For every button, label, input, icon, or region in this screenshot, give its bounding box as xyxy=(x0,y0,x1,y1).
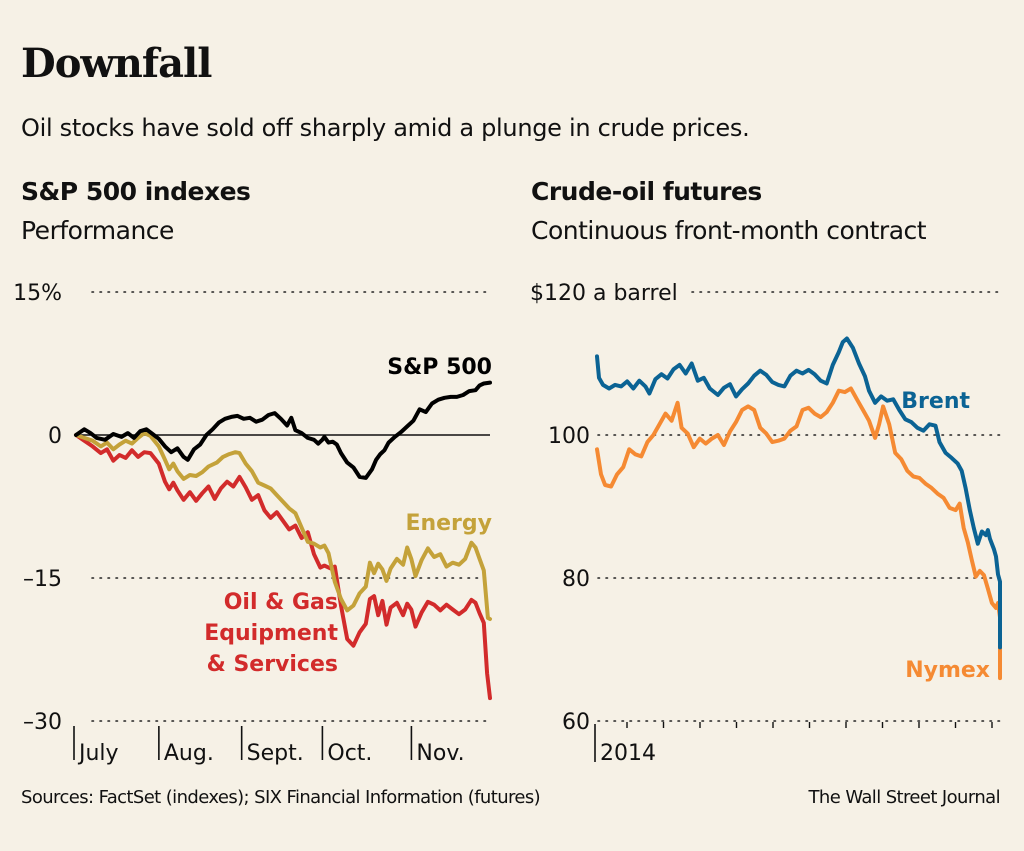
source-note: Sources: FactSet (indexes); SIX Financia… xyxy=(21,787,541,808)
series-line-s-p-500 xyxy=(74,380,492,480)
series-label: Equipment xyxy=(204,621,338,646)
series-label: & Services xyxy=(207,652,338,677)
y-tick-label: 15% xyxy=(13,281,62,306)
series-line-nymex xyxy=(595,386,1002,681)
chart-title: Downfall xyxy=(21,40,212,87)
series-label: Oil & Gas xyxy=(224,590,338,615)
y-tick-label: 60 xyxy=(562,710,590,735)
series-line-brent xyxy=(595,336,1002,650)
left-panel-subtitle: Performance xyxy=(21,216,174,245)
series-line-oil-gas-equipment-services xyxy=(74,433,492,701)
x-tick-label: Aug. xyxy=(164,741,214,766)
x-tick-label: July xyxy=(77,741,119,766)
chart-subtitle: Oil stocks have sold off sharply amid a … xyxy=(21,114,750,142)
series-label: Energy xyxy=(405,511,492,536)
y-tick-label: 80 xyxy=(562,567,590,592)
series-label: Nymex xyxy=(905,658,990,683)
y-tick-label: 100 xyxy=(548,424,590,449)
right-panel-subtitle: Continuous front-month contract xyxy=(531,216,927,245)
series-label: S&P 500 xyxy=(387,355,492,380)
series-line-energy xyxy=(74,431,492,621)
y-tick-label: –15 xyxy=(23,567,62,592)
right-panel-title: Crude-oil futures xyxy=(531,177,762,206)
x-tick-label: Oct. xyxy=(327,741,372,766)
credit-note: The Wall Street Journal xyxy=(808,787,1001,808)
x-tick-label: Nov. xyxy=(416,741,464,766)
right-chart-crude-oil: $120 a barrel 100 80 60 2014 Brent Nymex xyxy=(530,281,1002,766)
x-tick-label: 2014 xyxy=(600,741,656,766)
y-tick-label: 0 xyxy=(48,424,62,449)
y-tick-label: –30 xyxy=(23,710,62,735)
left-panel-title: S&P 500 indexes xyxy=(21,177,251,206)
left-chart-performance: 15% 0 –15 –30 July Aug. Sept. Oct. Nov. S&P 500 En… xyxy=(13,281,492,766)
x-tick-label: Sept. xyxy=(247,741,304,766)
series-label: Brent xyxy=(901,389,970,414)
y-tick-label: $120 a barrel xyxy=(530,281,678,306)
